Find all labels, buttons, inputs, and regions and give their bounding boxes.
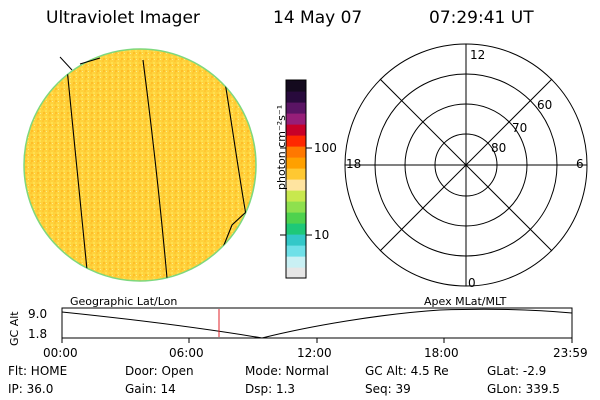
x-tick-1800: 18:00 [424,346,459,360]
colorbar-segment [286,102,306,114]
mlt-label-18: 18 [346,157,362,171]
altitude-curve [61,308,573,339]
longitude-line [142,59,168,279]
status-dsp: Dsp: 1.3 [245,382,296,396]
colorbar-segment [286,267,306,279]
colorbar-segment [286,234,306,246]
mlt-label-0: 0 [468,276,476,290]
uv-image-disk [23,48,257,282]
mlt-label-6: 6 [576,157,584,171]
instrument-title: Ultraviolet Imager [46,8,200,28]
colorbar-segment [286,245,306,257]
colorbar-segment [286,113,306,125]
status-door: Door: Open [125,364,194,378]
x-tick-1200: 12:00 [297,346,332,360]
status-mode: Mode: Normal [245,364,329,378]
y-tick-9: 9.0 [28,307,48,321]
status-seq: Seq: 39 [365,382,411,396]
lat-label-60: 60 [537,98,553,112]
lat-label-80: 80 [491,141,507,155]
x-tick-0000: 00:00 [43,346,78,360]
y-tick-1-8: 1.8 [28,327,48,341]
colorbar-segment [286,256,306,268]
colorbar-segment [286,201,306,213]
colorbar-segment [286,168,306,180]
colorbar-segment [286,212,306,224]
colorbar-segment [286,91,306,103]
colorbar-segment [286,135,306,147]
colorbar-segment [286,146,306,158]
polar-grid [344,43,588,287]
colorbar-frame [285,79,307,279]
x-tick-0600: 06:00 [169,346,204,360]
y-axis-label: GC Alt [8,311,21,346]
colorbar-segment [286,179,306,191]
geographic-caption: Geographic Lat/Lon [70,295,178,308]
status-gc-alt: GC Alt: 4.5 Re [365,364,449,378]
colorbar-tick-10: 10 [314,228,330,242]
time-label: 07:29:41 UT [429,8,534,28]
date-label: 14 May 07 [273,8,363,28]
colorbar-segment [286,124,306,136]
colorbar [286,80,306,279]
status-glon: GLon: 339.5 [487,382,560,396]
colorbar-segment [286,190,306,202]
colorbar-segment [286,80,306,92]
status-flt: Flt: HOME [8,364,68,378]
colorbar-segment [286,223,306,235]
x-tick-2359: 23:59 [553,346,588,360]
status-glat: GLat: -2.9 [487,364,547,378]
mlt-label-12: 12 [470,48,486,62]
colorbar-unit-label: photon cm⁻²s⁻¹ [275,104,288,190]
colorbar-segment [286,157,306,169]
status-gain: Gain: 14 [125,382,176,396]
coastline [59,56,101,71]
lat-label-70: 70 [512,121,528,135]
colorbar-tick-100: 100 [314,141,337,155]
orbit-plot-frame [61,307,573,339]
apex-caption: Apex MLat/MLT [424,295,507,308]
longitude-line [65,57,89,281]
status-ip: IP: 36.0 [8,382,54,396]
